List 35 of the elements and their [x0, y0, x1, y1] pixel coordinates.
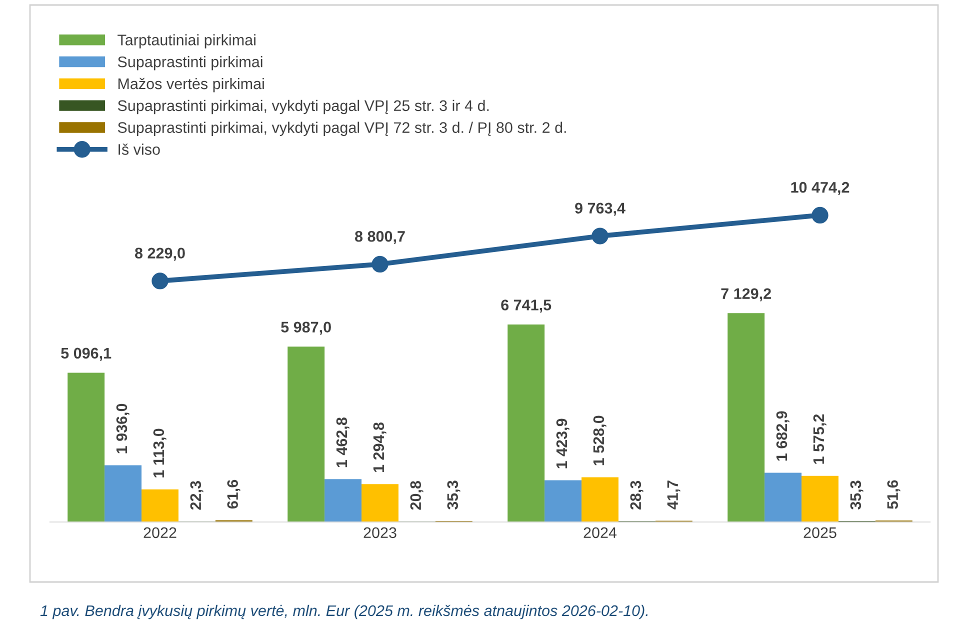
data-label: 1 936,0	[116, 404, 130, 454]
x-tick-label: 2022	[144, 527, 176, 538]
x-tick-label: 2025	[804, 527, 836, 538]
x-tick-label: 2023	[364, 527, 396, 538]
data-label: 51,6	[887, 480, 900, 509]
legend-label: Mažos vertės pirkimai	[118, 78, 264, 92]
data-label: 8 800,7	[355, 230, 405, 244]
legend-label: Supaprastinti pirkimai, vykdyti pagal VPĮ 25 str. 3 ir 4 d.	[118, 100, 489, 114]
data-label: 5 987,0	[281, 322, 331, 335]
data-label: 10 474,2	[791, 182, 850, 195]
data-label: 20,8	[410, 481, 424, 510]
data-label: 61,6	[227, 480, 240, 509]
legend-label: Supaprastinti pirkimai	[118, 56, 262, 70]
text: 1 pav. Bendra įvykusių pirkimų vertė, mln. Eur (2025 m. reikšmės atnaujintos 2026-02-10).	[40, 604, 648, 620]
data-label: 1 423,9	[556, 418, 570, 468]
data-label: 1 113,0	[153, 428, 166, 478]
data-label: 1 575,2	[813, 414, 826, 464]
legend-label: Iš viso	[118, 144, 160, 155]
data-label: 9 763,4	[575, 202, 626, 216]
x-tick-label: 2024	[584, 527, 617, 538]
data-label: 1 682,9	[776, 411, 790, 461]
data-label: 7 129,2	[721, 288, 771, 302]
data-label: 35,3	[850, 480, 864, 510]
legend-label: Tarptautiniai pirkimai	[118, 34, 256, 48]
data-label: 1 294,8	[373, 422, 386, 472]
data-label: 1 528,0	[593, 416, 606, 466]
data-label: 8 229,0	[135, 248, 185, 261]
legend-label: Supaprastinti pirkimai, vykdyti pagal VPĮ 72 str. 3 d. / PĮ 80 str. 2 d.	[118, 122, 566, 136]
data-label: 35,3	[447, 480, 460, 510]
data-label: 28,3	[630, 480, 644, 510]
data-label: 22,3	[190, 481, 204, 510]
data-label: 1 462,8	[336, 418, 350, 468]
data-label: 5 096,1	[61, 348, 112, 361]
data-label: 6 741,5	[501, 300, 552, 313]
data-label: 41,7	[667, 480, 680, 510]
